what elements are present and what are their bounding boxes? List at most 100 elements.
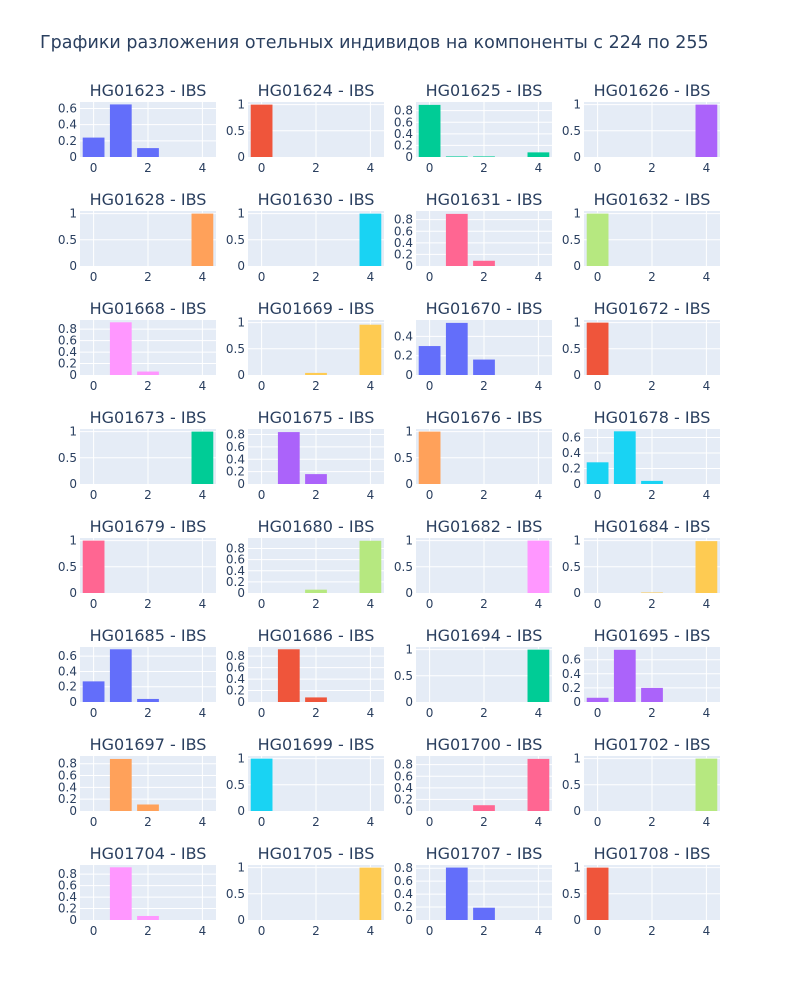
bar[interactable]: [305, 372, 327, 375]
bar[interactable]: [418, 431, 441, 484]
bar[interactable]: [473, 359, 495, 375]
y-tick-label: 0.6: [394, 874, 413, 888]
x-tick-label: 0: [594, 270, 602, 284]
bar[interactable]: [527, 649, 550, 702]
bar[interactable]: [305, 474, 327, 484]
y-tick-label: 1: [237, 316, 245, 330]
x-tick-label: 2: [480, 706, 488, 720]
y-tick-label: 0: [573, 804, 581, 818]
bar[interactable]: [191, 431, 214, 484]
x-tick-label: 0: [426, 924, 434, 938]
bar[interactable]: [641, 480, 663, 484]
y-tick-label: 0.2: [394, 792, 413, 806]
bar[interactable]: [527, 540, 550, 593]
bar[interactable]: [109, 322, 132, 375]
bar[interactable]: [418, 346, 441, 375]
bar[interactable]: [445, 213, 468, 266]
bar[interactable]: [418, 104, 441, 157]
x-tick-label: 0: [426, 270, 434, 284]
bar[interactable]: [445, 867, 468, 920]
bar[interactable]: [586, 322, 609, 375]
y-tick-label: 0.5: [226, 887, 245, 901]
y-tick-label: 0.5: [226, 124, 245, 138]
subplot-title: HG01682 - IBS: [426, 517, 543, 536]
bar[interactable]: [305, 589, 327, 593]
bar[interactable]: [137, 371, 159, 375]
y-tick-label: 0.5: [562, 233, 581, 247]
bar[interactable]: [695, 541, 718, 593]
subplot: 0 0.5 1 0 2 4 HG01630 - IBS: [226, 190, 384, 284]
y-tick-label: 0.5: [394, 451, 413, 465]
bar[interactable]: [137, 804, 159, 811]
bar[interactable]: [359, 867, 382, 920]
bar[interactable]: [305, 697, 327, 702]
bar[interactable]: [527, 758, 550, 811]
bar[interactable]: [473, 805, 495, 811]
bar[interactable]: [613, 431, 636, 484]
bar[interactable]: [695, 104, 718, 157]
bar[interactable]: [445, 156, 468, 157]
bar[interactable]: [359, 324, 382, 375]
bar[interactable]: [137, 148, 159, 157]
y-tick-label: 0.8: [58, 757, 77, 771]
bar[interactable]: [527, 152, 550, 157]
y-tick-label: 0: [573, 695, 581, 709]
bar[interactable]: [191, 213, 214, 266]
subplot-title: HG01623 - IBS: [90, 81, 207, 100]
y-tick-label: 0: [573, 586, 581, 600]
subplot-title: HG01670 - IBS: [426, 299, 543, 318]
bar[interactable]: [109, 758, 132, 811]
x-tick-label: 4: [535, 379, 543, 393]
x-tick-label: 2: [648, 379, 656, 393]
bar[interactable]: [359, 540, 382, 593]
bar[interactable]: [82, 681, 105, 702]
x-tick-label: 4: [703, 924, 711, 938]
x-tick-label: 4: [535, 706, 543, 720]
x-tick-label: 4: [367, 815, 375, 829]
bar[interactable]: [586, 697, 609, 702]
x-tick-label: 4: [703, 270, 711, 284]
bar[interactable]: [473, 156, 495, 157]
bar[interactable]: [473, 907, 495, 920]
x-tick-label: 2: [312, 270, 320, 284]
y-tick-label: 1: [573, 752, 581, 766]
bar[interactable]: [277, 649, 300, 702]
bar[interactable]: [641, 592, 663, 593]
bar[interactable]: [109, 649, 132, 702]
subplot: 0 0.5 1 0 2 4 HG01632 - IBS: [562, 190, 720, 284]
bar[interactable]: [473, 260, 495, 266]
bar[interactable]: [277, 432, 300, 484]
bar[interactable]: [445, 322, 468, 375]
y-tick-label: 1: [405, 425, 413, 439]
y-tick-label: 0: [69, 913, 77, 927]
y-tick-label: 1: [573, 207, 581, 221]
bar[interactable]: [109, 104, 132, 157]
bar[interactable]: [641, 687, 663, 702]
x-tick-label: 0: [90, 815, 98, 829]
y-tick-label: 0: [69, 477, 77, 491]
bar[interactable]: [250, 104, 273, 157]
bar[interactable]: [613, 649, 636, 702]
bar[interactable]: [359, 213, 382, 266]
y-tick-label: 0.6: [394, 224, 413, 238]
bar[interactable]: [586, 213, 609, 266]
y-tick-label: 1: [573, 534, 581, 548]
x-tick-label: 4: [703, 706, 711, 720]
bar[interactable]: [586, 867, 609, 920]
x-tick-label: 0: [258, 924, 266, 938]
bar[interactable]: [109, 867, 132, 920]
bar[interactable]: [586, 462, 609, 484]
y-tick-label: 0.5: [58, 560, 77, 574]
bar[interactable]: [82, 540, 105, 593]
bar[interactable]: [695, 758, 718, 811]
bar[interactable]: [137, 698, 159, 702]
y-tick-label: 0: [405, 477, 413, 491]
x-tick-label: 2: [312, 924, 320, 938]
bar[interactable]: [250, 758, 273, 811]
bar[interactable]: [137, 915, 159, 920]
subplot-title: HG01628 - IBS: [90, 190, 207, 209]
x-tick-label: 4: [703, 815, 711, 829]
x-tick-label: 0: [594, 488, 602, 502]
bar[interactable]: [82, 137, 105, 157]
